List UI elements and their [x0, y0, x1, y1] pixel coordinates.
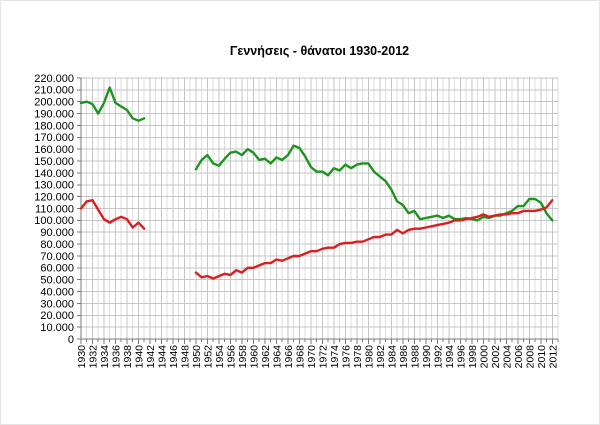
x-axis-tick-label: 1946 — [168, 345, 180, 369]
x-axis-tick-label: 1936 — [110, 345, 122, 369]
x-axis-tick-label: 1934 — [99, 345, 111, 369]
x-axis-tick-label: 2004 — [501, 345, 513, 369]
y-axis-tick-label: 210.000 — [34, 85, 74, 97]
y-axis-tick-label: 150.000 — [34, 156, 74, 168]
x-axis-tick-label: 1998 — [467, 345, 479, 369]
y-axis-tick-label: 70.000 — [40, 251, 74, 263]
x-axis-tick-label: 2010 — [536, 345, 548, 369]
x-axis-tick-label: 1942 — [145, 345, 157, 369]
y-axis-tick-label: 160.000 — [34, 144, 74, 156]
y-axis-tick-label: 30.000 — [40, 298, 74, 310]
y-axis-tick-label: 130.000 — [34, 180, 74, 192]
x-axis-tick-label: 1978 — [352, 345, 364, 369]
y-axis-tick-label: 120.000 — [34, 191, 74, 203]
y-axis-tick-label: 80.000 — [40, 239, 74, 251]
x-axis-tick-label: 1944 — [156, 345, 168, 369]
y-axis-tick-label: 190.000 — [34, 108, 74, 120]
deaths-line — [79, 198, 146, 230]
x-axis-tick-label: 2002 — [490, 345, 502, 369]
x-axis-tick-label: 1992 — [432, 345, 444, 369]
x-axis-tick-label: 1972 — [317, 345, 329, 369]
x-axis-tick-label: 2000 — [478, 345, 490, 369]
x-axis-tick-label: 1966 — [283, 345, 295, 369]
x-axis-tick-label: 1958 — [237, 345, 249, 369]
x-axis-tick-label: 2012 — [547, 345, 559, 369]
y-axis-tick-label: 20.000 — [40, 310, 74, 322]
x-axis-tick-label: 1994 — [444, 345, 456, 369]
x-axis-tick-label: 1988 — [409, 345, 421, 369]
x-axis-tick-label: 1976 — [340, 345, 352, 369]
x-axis-tick-label: 1950 — [191, 345, 203, 369]
y-axis-tick-label: 110.000 — [35, 203, 74, 215]
x-axis-tick-label: 1964 — [271, 345, 283, 369]
x-axis-tick-label: 2008 — [524, 345, 536, 369]
y-axis-tick-label: 50.000 — [40, 275, 74, 287]
y-axis-tick-label: 140.000 — [34, 168, 74, 180]
y-axis-tick-label: 180.000 — [34, 120, 74, 132]
x-axis-tick-label: 1932 — [87, 345, 99, 369]
x-axis-tick-label: 1980 — [363, 345, 375, 369]
x-axis-tick-label: 1962 — [260, 345, 272, 369]
x-axis-tick-label: 1948 — [179, 345, 191, 369]
x-axis-tick-label: 1954 — [214, 345, 226, 369]
x-axis-tick-label: 1956 — [225, 345, 237, 369]
x-axis-tick-label: 1968 — [294, 345, 306, 369]
x-axis-tick-label: 1990 — [421, 345, 433, 369]
y-axis-tick-label: 90.000 — [40, 227, 74, 239]
x-axis-tick-label: 1996 — [455, 345, 467, 369]
y-axis-tick-label: 220.000 — [34, 73, 74, 85]
y-axis-tick-label: 100.000 — [34, 215, 74, 227]
x-axis-tick-label: 1984 — [386, 345, 398, 369]
x-axis-tick-label: 1982 — [375, 345, 387, 369]
y-axis-tick-label: 60.000 — [40, 263, 74, 275]
births-line — [79, 86, 146, 122]
chart-title: Γεννήσεις - θάνατοι 1930-2012 — [229, 44, 410, 58]
x-axis-tick-label: 1930 — [76, 345, 88, 369]
y-axis-tick-label: 170.000 — [34, 132, 74, 144]
x-axis-tick-label: 1960 — [248, 345, 260, 369]
y-axis-tick-label: 40.000 — [40, 286, 74, 298]
y-axis-tick-label: 0 — [68, 334, 74, 346]
x-axis-tick-label: 1986 — [398, 345, 410, 369]
x-axis-tick-label: 1974 — [329, 345, 341, 369]
x-axis-tick-label: 1952 — [202, 345, 214, 369]
x-axis-tick-label: 2006 — [513, 345, 525, 369]
y-axis-tick-label: 10.000 — [40, 322, 74, 334]
y-axis-tick-label: 200.000 — [34, 97, 74, 109]
x-axis-tick-label: 1938 — [122, 345, 134, 369]
deaths-line — [194, 198, 554, 280]
x-axis-tick-label: 1940 — [133, 345, 145, 369]
x-axis-tick-label: 1970 — [306, 345, 318, 369]
